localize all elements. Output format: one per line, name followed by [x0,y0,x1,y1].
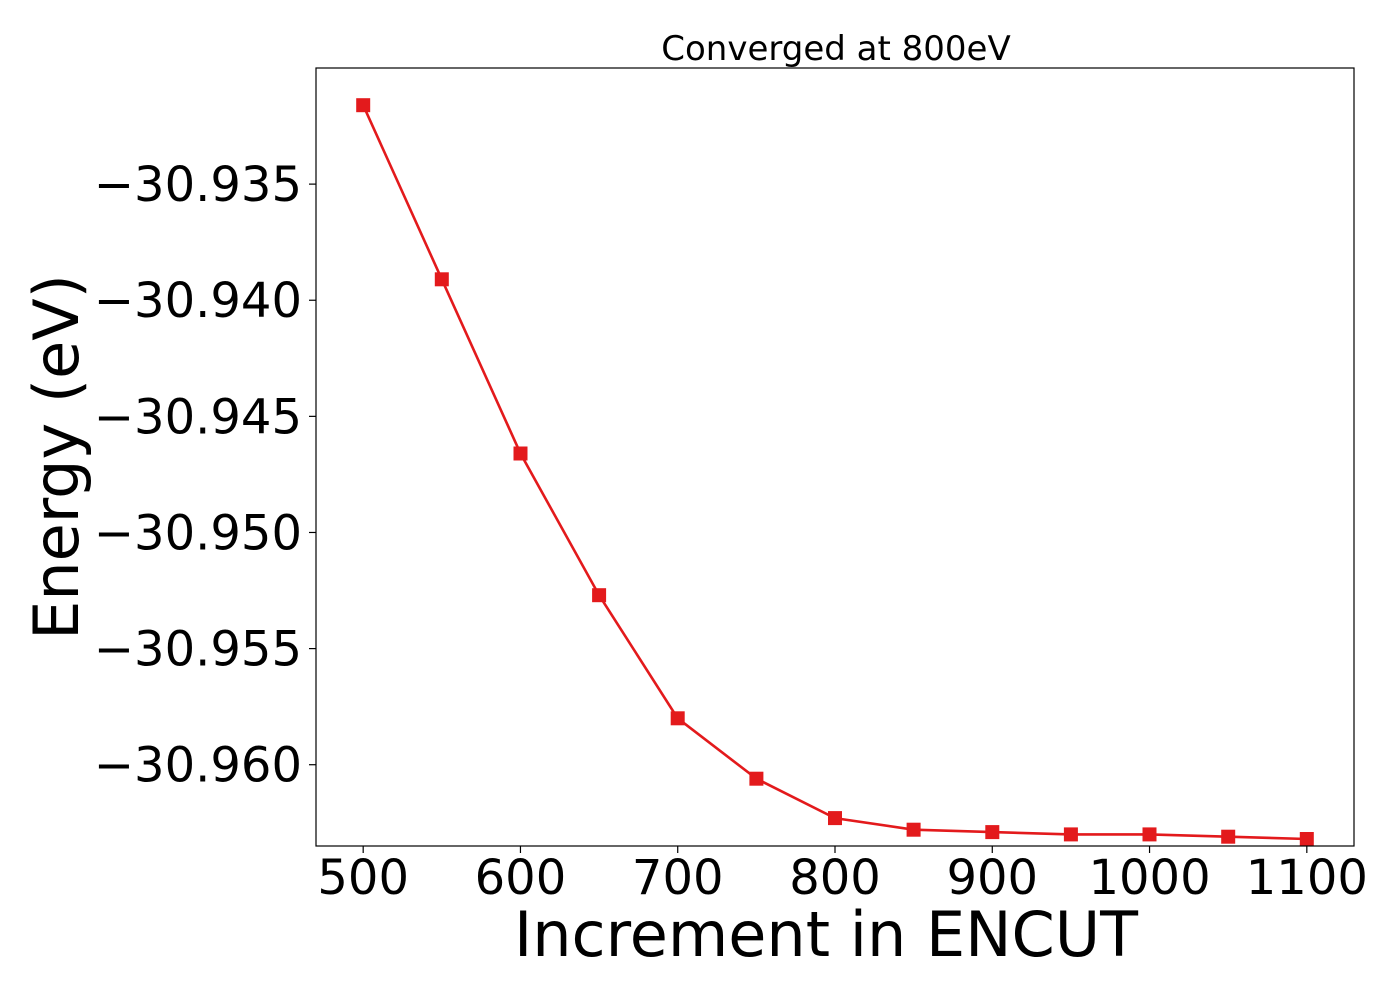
data-point-marker [749,771,764,786]
x-tick-label: 1100 [1246,850,1368,906]
data-point-marker [828,811,842,826]
y-tick-label: −30.945 [94,389,302,445]
x-tick-label: 700 [632,850,724,906]
data-point-marker [1063,827,1078,842]
chart-title: Converged at 800eV [661,29,1010,69]
data-point-marker [1299,832,1314,846]
data-point-marker [434,272,449,287]
series-markers [356,98,1314,846]
y-tick-label: −30.950 [94,505,302,561]
data-point-marker [356,98,371,113]
data-point-marker [670,711,685,726]
x-tick-label: 600 [475,850,567,906]
x-tick-label: 900 [946,850,1038,906]
plot-area [356,98,1314,846]
data-point-marker [513,446,528,461]
plot-frame [315,67,1355,847]
y-tick-label: −30.935 [94,157,302,213]
data-point-marker [592,588,607,603]
y-tick-label: −30.960 [94,738,302,794]
data-point-marker [985,825,1000,840]
x-tick-label: 1000 [1088,850,1210,906]
y-axis-ticks: −30.935 −30.940 −30.945 −30.950 −30.955 −30.9… [94,157,316,794]
x-axis-label: Increment in ENCUT [514,898,1139,971]
data-point-marker [906,822,921,837]
series-line [362,104,1307,841]
x-axis-ticks: 500 600 700 800 900 1000 1100 [317,846,1368,906]
y-tick-label: −30.955 [94,622,302,678]
x-tick-label: 800 [789,850,881,906]
data-point-marker [1142,827,1157,842]
x-tick-label: 500 [317,850,409,906]
y-tick-label: −30.940 [94,273,302,329]
y-axis-label: Energy (eV) [20,274,93,640]
data-point-marker [1221,829,1236,844]
